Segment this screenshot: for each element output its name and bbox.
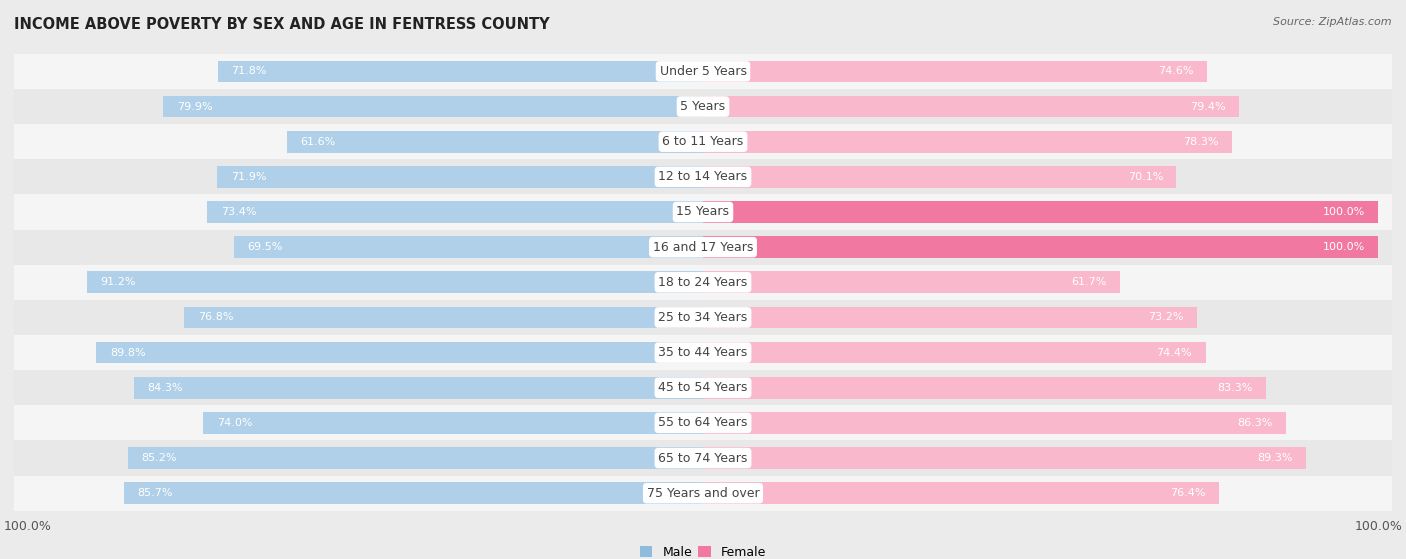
Text: 15 Years: 15 Years	[676, 206, 730, 219]
Bar	[703, 482, 1219, 504]
Bar	[703, 96, 1239, 117]
Text: INCOME ABOVE POVERTY BY SEX AND AGE IN FENTRESS COUNTY: INCOME ABOVE POVERTY BY SEX AND AGE IN F…	[14, 17, 550, 32]
Bar	[703, 377, 1265, 399]
Bar	[218, 166, 703, 188]
FancyBboxPatch shape	[14, 265, 1392, 300]
Text: 74.4%: 74.4%	[1156, 348, 1192, 358]
Text: 73.4%: 73.4%	[221, 207, 256, 217]
Bar	[207, 201, 703, 223]
FancyBboxPatch shape	[14, 370, 1392, 405]
Text: 91.2%: 91.2%	[100, 277, 136, 287]
Text: 100.0%: 100.0%	[1323, 207, 1365, 217]
Text: 61.6%: 61.6%	[301, 137, 336, 146]
Bar	[703, 236, 1378, 258]
Text: 25 to 34 Years: 25 to 34 Years	[658, 311, 748, 324]
Text: 83.3%: 83.3%	[1216, 383, 1253, 393]
Bar	[184, 306, 703, 328]
Text: 45 to 54 Years: 45 to 54 Years	[658, 381, 748, 394]
FancyBboxPatch shape	[14, 300, 1392, 335]
Text: 61.7%: 61.7%	[1071, 277, 1107, 287]
Bar	[97, 342, 703, 363]
Bar	[703, 60, 1206, 82]
Text: 78.3%: 78.3%	[1182, 137, 1219, 146]
Bar	[218, 60, 703, 82]
FancyBboxPatch shape	[14, 124, 1392, 159]
Text: 12 to 14 Years: 12 to 14 Years	[658, 170, 748, 183]
FancyBboxPatch shape	[14, 230, 1392, 265]
Bar	[287, 131, 703, 153]
FancyBboxPatch shape	[14, 54, 1392, 89]
Bar	[204, 412, 703, 434]
FancyBboxPatch shape	[14, 195, 1392, 230]
Text: 71.9%: 71.9%	[231, 172, 266, 182]
Bar	[703, 447, 1306, 469]
Text: 18 to 24 Years: 18 to 24 Years	[658, 276, 748, 289]
Text: 79.9%: 79.9%	[177, 102, 212, 112]
Bar	[703, 131, 1232, 153]
Text: 6 to 11 Years: 6 to 11 Years	[662, 135, 744, 148]
Bar	[703, 306, 1198, 328]
FancyBboxPatch shape	[14, 159, 1392, 195]
FancyBboxPatch shape	[14, 405, 1392, 440]
FancyBboxPatch shape	[14, 476, 1392, 511]
Bar	[703, 412, 1286, 434]
Text: 89.8%: 89.8%	[110, 348, 146, 358]
Text: 76.8%: 76.8%	[198, 312, 233, 323]
FancyBboxPatch shape	[14, 335, 1392, 370]
Text: 73.2%: 73.2%	[1149, 312, 1184, 323]
Bar	[163, 96, 703, 117]
Text: 76.4%: 76.4%	[1170, 488, 1205, 498]
Bar	[703, 272, 1119, 293]
Legend: Male, Female: Male, Female	[636, 541, 770, 559]
Text: 75 Years and over: 75 Years and over	[647, 487, 759, 500]
Text: 74.6%: 74.6%	[1159, 67, 1194, 77]
Bar	[134, 377, 703, 399]
Text: 65 to 74 Years: 65 to 74 Years	[658, 452, 748, 465]
Text: 55 to 64 Years: 55 to 64 Years	[658, 416, 748, 429]
Bar	[703, 166, 1177, 188]
Text: Under 5 Years: Under 5 Years	[659, 65, 747, 78]
Text: 16 and 17 Years: 16 and 17 Years	[652, 240, 754, 254]
Text: 5 Years: 5 Years	[681, 100, 725, 113]
Bar	[703, 201, 1378, 223]
Bar	[87, 272, 703, 293]
Text: 85.7%: 85.7%	[138, 488, 173, 498]
Bar	[128, 447, 703, 469]
Text: 84.3%: 84.3%	[148, 383, 183, 393]
Text: 89.3%: 89.3%	[1257, 453, 1292, 463]
FancyBboxPatch shape	[14, 440, 1392, 476]
FancyBboxPatch shape	[14, 89, 1392, 124]
Text: 69.5%: 69.5%	[247, 242, 283, 252]
Text: 85.2%: 85.2%	[141, 453, 177, 463]
Bar	[124, 482, 703, 504]
Text: 86.3%: 86.3%	[1237, 418, 1272, 428]
Text: 74.0%: 74.0%	[217, 418, 252, 428]
Text: 71.8%: 71.8%	[232, 67, 267, 77]
Text: Source: ZipAtlas.com: Source: ZipAtlas.com	[1274, 17, 1392, 27]
Text: 35 to 44 Years: 35 to 44 Years	[658, 346, 748, 359]
Bar	[233, 236, 703, 258]
Bar	[703, 342, 1205, 363]
Text: 100.0%: 100.0%	[1323, 242, 1365, 252]
Text: 70.1%: 70.1%	[1128, 172, 1163, 182]
Text: 79.4%: 79.4%	[1189, 102, 1226, 112]
